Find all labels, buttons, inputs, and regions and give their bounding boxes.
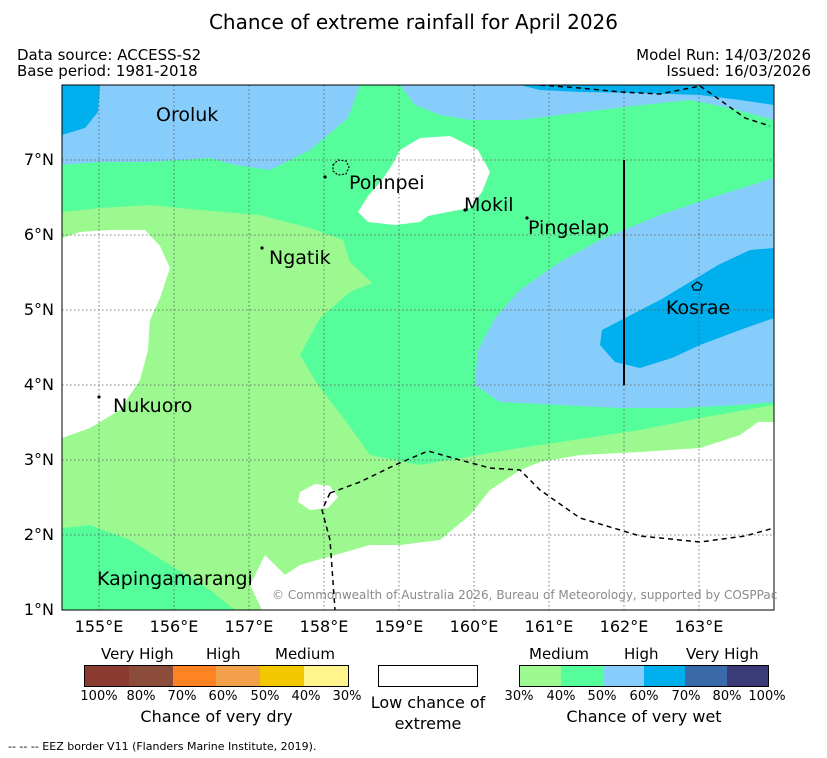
wet-swatch-70-80 [685,666,727,686]
dry-tick-40: 40% [291,689,321,704]
lon-label-158e: 158°E [299,617,349,636]
lon-label-156e: 156°E [149,617,199,636]
wet-swatch-80-100 [726,666,768,686]
wet-header-medium: Medium [529,645,589,663]
islands [97,159,703,399]
low-chance-pohnpei [358,136,490,225]
dry-swatch-70-60 [172,666,217,686]
wet-tick-50: 50% [587,689,617,704]
layer-60-70-kosrae [600,248,774,368]
issued-text: Issued: 16/03/2026 [666,62,811,80]
low-chance-east [250,422,774,610]
layer-50-60-north [62,85,360,170]
lat-label-5n: 5°N [23,300,54,319]
nukuoro-islet [97,395,101,399]
map-frame [61,84,775,611]
layer-60-70-nw [62,85,100,135]
wet-tick-70: 70% [671,689,701,704]
pohnpei-islet [323,175,327,179]
lat-label-4n: 4°N [23,375,54,394]
dry-colorbar [84,665,349,687]
wet-tick-30: 30% [504,689,534,704]
wet-tick-60: 60% [629,689,659,704]
lat-label-1n: 1°N [23,600,54,619]
pingelap-islet [525,216,529,220]
mokil-islet [463,208,467,212]
wet-header-very-high: Very High [686,645,759,663]
low-chance-islet [298,484,338,510]
lat-label-6n: 6°N [23,225,54,244]
dry-swatch-100-80 [85,666,129,686]
wet-tick-80: 80% [712,689,742,704]
eez-footnote: -- -- -- EEZ border V11 (Flanders Marine… [8,740,317,753]
lat-label-7n: 7°N [23,150,54,169]
wet-swatch-60-70 [643,666,686,686]
dry-tick-60: 60% [208,689,238,704]
model-run-info: Model Run: 14/03/2026 Issued: 16/03/2026 [636,47,811,79]
low-chance-caption: Low chance of extreme [370,693,486,733]
eez-borders [321,85,774,610]
dry-header-very-high: Very High [101,645,174,663]
lon-label-155e: 155°E [74,617,124,636]
place-label-nukuoro: Nukuoro [113,395,193,417]
pohnpei-island [332,159,350,176]
wet-swatch-40-50 [561,666,603,686]
place-label-oroluk: Oroluk [156,104,219,126]
dry-swatch-80-70 [128,666,173,686]
model-run-text: Model Run: 14/03/2026 [636,46,811,64]
map-title: Chance of extreme rainfall for April 202… [208,10,619,34]
lon-label-162e: 162°E [599,617,649,636]
gridlines [62,85,774,610]
lon-label-159e: 159°E [374,617,424,636]
low-chance-west [62,230,170,438]
place-label-ngatik: Ngatik [269,247,331,269]
layer-40-50-south [62,525,235,610]
lon-label-160e: 160°E [449,617,499,636]
dry-caption: Chance of very dry [140,707,293,726]
dry-header-medium: Medium [275,645,335,663]
probability-layers [62,85,774,610]
ngatik-islet [260,246,264,250]
wet-caption: Chance of very wet [566,707,722,726]
lat-label-3n: 3°N [23,450,54,469]
base-period-text: Base period: 1981-2018 [17,62,198,80]
wet-colorbar [519,665,769,687]
place-label-pohnpei: Pohnpei [349,172,425,194]
dry-tick-80: 80% [126,689,156,704]
dry-swatch-60-50 [216,666,261,686]
copyright-notice: © Commonwealth of Australia 2026, Bureau… [272,588,778,602]
dry-tick-30: 30% [332,689,362,704]
place-label-kapingamarangi: Kapingamarangi [97,568,253,590]
dry-swatch-50-40 [260,666,305,686]
low-chance-swatch [378,665,478,687]
data-source-text: Data source: ACCESS-S2 [17,46,202,64]
kosrae-island [691,281,703,291]
layer-60-70-ne [520,85,774,105]
dry-tick-50: 50% [250,689,280,704]
dry-tick-100: 100% [80,689,118,704]
rainfall-map[interactable] [0,0,827,640]
wet-tick-100: 100% [748,689,786,704]
place-label-mokil: Mokil [464,194,514,216]
dry-header-high: High [206,645,241,663]
lon-label-161e: 161°E [524,617,574,636]
lon-label-157e: 157°E [224,617,274,636]
wet-swatch-50-60 [602,666,644,686]
place-label-kosrae: Kosrae [666,297,731,319]
wet-swatch-30-40 [520,666,562,686]
dry-swatch-40-30 [304,666,348,686]
wet-tick-40: 40% [546,689,576,704]
dry-tick-70: 70% [167,689,197,704]
wet-header-high: High [624,645,659,663]
data-source-info: Data source: ACCESS-S2 Base period: 1981… [17,47,201,79]
lat-label-2n: 2°N [23,525,54,544]
lon-label-163e: 163°E [674,617,724,636]
place-label-pingelap: Pingelap [528,217,610,239]
